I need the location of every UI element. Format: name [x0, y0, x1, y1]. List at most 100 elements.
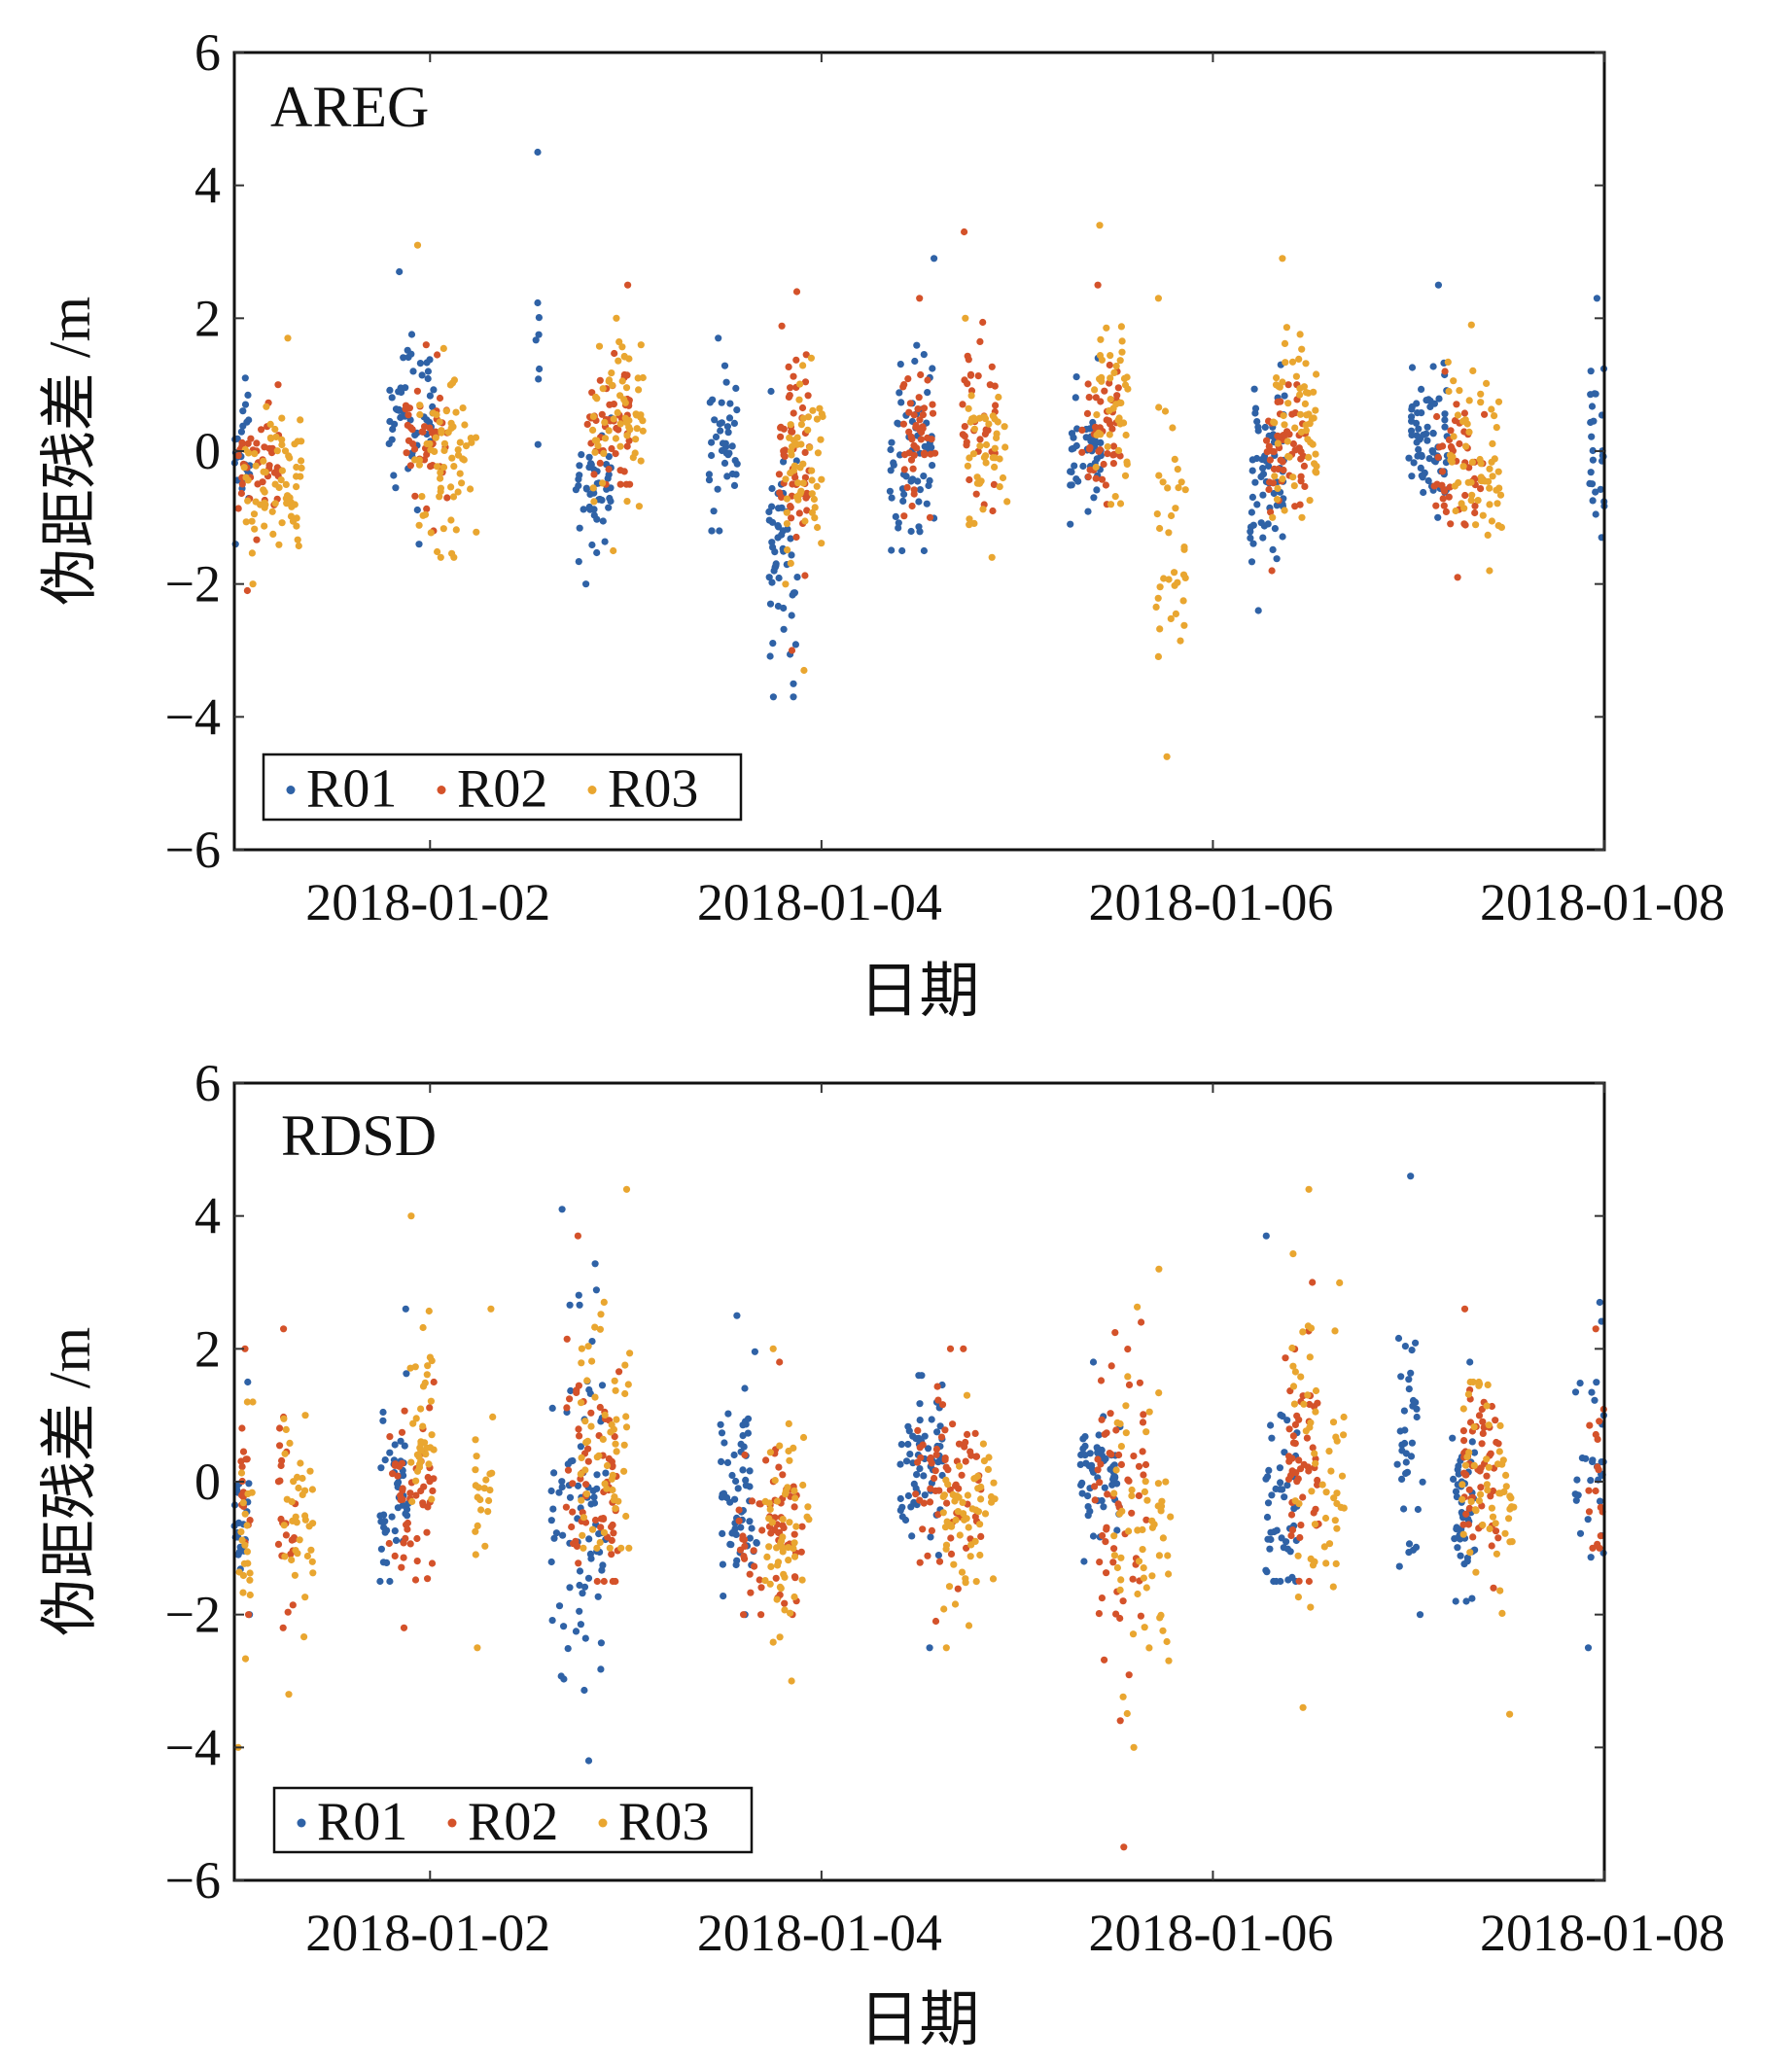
data-point: [1470, 1449, 1479, 1456]
data-point: [796, 464, 804, 472]
data-point: [301, 1412, 309, 1419]
data-point: [1154, 1502, 1162, 1510]
data-point: [787, 535, 794, 543]
data-point: [1125, 1527, 1133, 1535]
data-point: [418, 371, 426, 379]
data-point: [486, 1470, 494, 1478]
data-point: [1257, 473, 1265, 480]
data-point: [1488, 1504, 1495, 1512]
data-point: [1493, 1550, 1500, 1558]
data-point: [1486, 465, 1493, 473]
data-point: [386, 1433, 394, 1441]
data-point: [1109, 1559, 1117, 1566]
data-point: [558, 1478, 566, 1486]
data-point: [1468, 458, 1476, 466]
data-point: [1398, 1447, 1406, 1454]
data-point: [1494, 468, 1502, 475]
data-point: [418, 428, 426, 436]
data-point: [1587, 1554, 1595, 1561]
data-point: [400, 354, 407, 362]
data-point: [633, 425, 641, 433]
data-point: [1309, 1279, 1317, 1286]
data-point: [712, 433, 720, 440]
data-point: [1589, 1544, 1597, 1552]
data-point: [776, 1633, 784, 1641]
data-point: [1588, 433, 1596, 440]
data-point: [622, 1423, 631, 1431]
data-point: [790, 589, 797, 597]
data-point: [1459, 1427, 1467, 1435]
data-point: [733, 460, 741, 468]
data-point: [1459, 1521, 1467, 1528]
data-point: [963, 438, 970, 446]
data-point: [1281, 1493, 1288, 1501]
data-point: [398, 388, 405, 397]
data-point: [1160, 575, 1168, 582]
data-point: [397, 1437, 404, 1445]
data-point: [1163, 753, 1171, 760]
data-point: [1107, 374, 1114, 382]
data-point: [430, 1378, 438, 1386]
data-point: [961, 376, 968, 384]
data-point: [797, 487, 805, 495]
data-point: [261, 488, 268, 496]
data-point: [596, 459, 604, 467]
data-point: [780, 625, 788, 633]
data-point: [599, 1561, 607, 1569]
data-point: [1140, 1574, 1147, 1582]
data-point: [1167, 1513, 1175, 1521]
data-point: [923, 500, 931, 508]
station-label: RDSD: [281, 1104, 437, 1168]
data-point: [1283, 324, 1290, 332]
data-point: [439, 464, 448, 472]
data-point: [237, 489, 245, 498]
data-point: [558, 1206, 566, 1213]
data-point: [484, 1508, 492, 1516]
data-point: [1460, 1305, 1469, 1313]
data-point: [931, 1487, 939, 1494]
data-point: [261, 504, 268, 511]
data-point: [955, 1493, 963, 1501]
data-point: [379, 1417, 387, 1424]
data-point: [1102, 1538, 1109, 1546]
data-point: [406, 462, 414, 470]
data-point: [244, 497, 252, 505]
data-point: [1114, 446, 1123, 454]
data-point: [774, 1561, 782, 1569]
data-point: [780, 458, 788, 466]
data-point: [778, 493, 786, 501]
data-point: [1099, 1531, 1107, 1540]
data-point: [1181, 486, 1189, 494]
data-point: [1096, 375, 1104, 383]
data-point: [424, 368, 432, 375]
series-r02: [234, 228, 1489, 654]
data-point: [999, 473, 1007, 482]
data-point: [590, 471, 598, 478]
data-point: [623, 432, 631, 439]
data-point: [1119, 1693, 1127, 1700]
data-point: [1116, 452, 1124, 460]
data-point: [725, 449, 733, 457]
data-point: [413, 1558, 421, 1565]
data-point: [417, 1440, 425, 1448]
data-point: [605, 466, 613, 473]
data-point: [301, 1512, 309, 1520]
data-point: [1097, 335, 1105, 343]
data-point: [426, 1353, 434, 1361]
data-point: [1179, 597, 1187, 605]
data-point: [905, 408, 913, 416]
data-point: [1122, 431, 1130, 439]
data-point: [610, 1425, 618, 1433]
data-point: [785, 363, 792, 370]
data-point: [1093, 1444, 1102, 1452]
data-point: [450, 553, 458, 561]
data-point: [1276, 383, 1283, 391]
data-point: [1592, 488, 1599, 496]
data-point: [610, 415, 617, 423]
data-point: [941, 1454, 949, 1462]
data-point: [1130, 1453, 1138, 1460]
data-point: [1068, 468, 1075, 475]
data-point: [576, 1607, 583, 1615]
data-point: [916, 486, 925, 494]
data-point: [1405, 454, 1413, 462]
